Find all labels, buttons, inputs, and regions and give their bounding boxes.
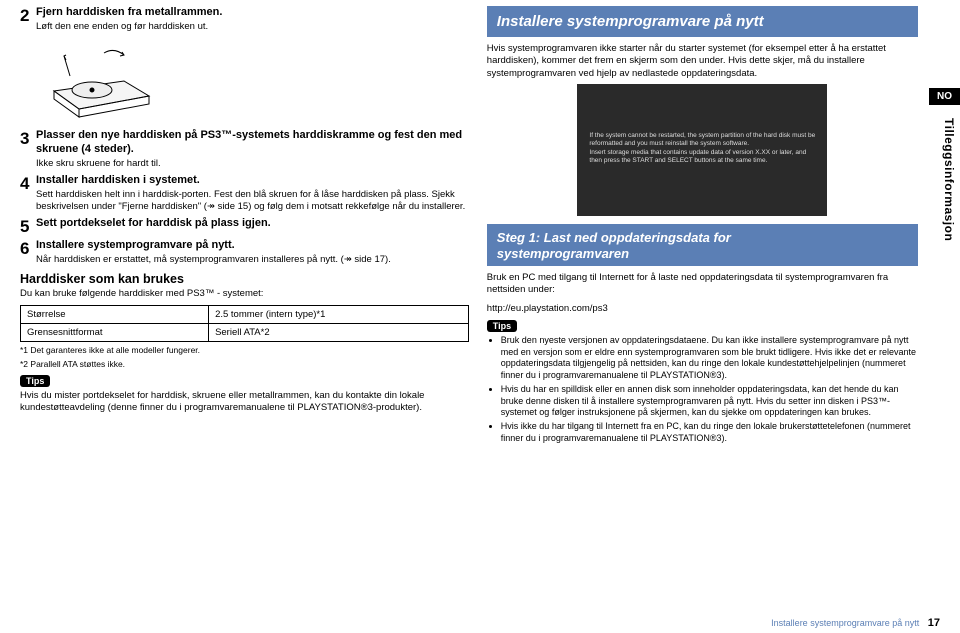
- footer-label: Installere systemprogramvare på nytt: [771, 618, 919, 628]
- tips-badge: Tips: [20, 375, 50, 387]
- footnote-1: *1 Det garanteres ikke at alle modeller …: [20, 345, 469, 356]
- hdd-intro: Du kan bruke følgende harddisker med PS3…: [20, 288, 469, 300]
- table-row: Størrelse 2.5 tommer (intern type)*1: [21, 305, 469, 323]
- tips-item: Hvis ikke du har tilgang til Internett f…: [501, 421, 918, 444]
- step-3: 3 Plasser den nye harddisken på PS3™-sys…: [20, 129, 469, 170]
- tips-item: Bruk den nyeste versjonen av oppdatering…: [501, 335, 918, 382]
- step-subtext: Ikke skru skruene for hardt til.: [36, 158, 469, 170]
- tips-badge: Tips: [487, 320, 517, 332]
- blue-heading-box: Installere systemprogramvare på nytt: [487, 6, 918, 37]
- tips-item: Hvis du har en spilldisk eller en annen …: [501, 384, 918, 419]
- hdd-heading: Harddisker som kan brukes: [20, 272, 469, 286]
- step-subtext: Løft den ene enden og før harddisken ut.: [36, 21, 469, 33]
- step-4: 4 Installer harddisken i systemet. Sett …: [20, 174, 469, 213]
- step1-paragraph: Bruk en PC med tilgang til Internett for…: [487, 272, 918, 297]
- side-section-label: Tilleggsinformasjon: [942, 118, 956, 241]
- table-row: Grensesnittformat Seriell ATA*2: [21, 323, 469, 341]
- step-subtext: Sett harddisken helt inn i harddisk-port…: [36, 189, 469, 214]
- intro-paragraph: Hvis systemprogramvaren ikke starter når…: [487, 43, 918, 80]
- step-title: Sett portdekselet for harddisk på plass …: [36, 217, 469, 231]
- blue-step-line1: Steg 1: Last ned oppdateringsdata for: [497, 230, 908, 245]
- step-6: 6 Installere systemprogramvare på nytt. …: [20, 239, 469, 266]
- hdd-illustration: [34, 41, 469, 119]
- step-5: 5 Sett portdekselet for harddisk på plas…: [20, 217, 469, 237]
- page-number: 17: [928, 617, 940, 629]
- table-cell: Grensesnittformat: [21, 323, 209, 341]
- step-title: Installer harddisken i systemet.: [36, 174, 469, 188]
- step-number: 2: [20, 6, 36, 26]
- spec-table: Størrelse 2.5 tommer (intern type)*1 Gre…: [20, 305, 469, 342]
- footnote-2: *2 Parallell ATA støttes ikke.: [20, 359, 469, 370]
- screenshot-message: If the system cannot be restarted, the s…: [589, 132, 815, 166]
- step-title: Installere systemprogramvare på nytt.: [36, 239, 469, 253]
- page-footer: Installere systemprogramvare på nytt 17: [771, 617, 940, 629]
- table-cell: 2.5 tommer (intern type)*1: [209, 305, 469, 323]
- blue-step-line2: systemprogramvaren: [497, 246, 908, 261]
- right-column: Installere systemprogramvare på nytt Hvi…: [487, 6, 940, 446]
- step-2: 2 Fjern harddisken fra metallrammen. Løf…: [20, 6, 469, 33]
- step-title: Fjern harddisken fra metallrammen.: [36, 6, 469, 20]
- table-cell: Størrelse: [21, 305, 209, 323]
- step-title: Plasser den nye harddisken på PS3™-syste…: [36, 129, 469, 157]
- step-subtext: Når harddisken er erstattet, må systempr…: [36, 254, 469, 266]
- step-number: 4: [20, 174, 36, 194]
- left-column: 2 Fjern harddisken fra metallrammen. Løf…: [20, 6, 469, 446]
- tips-list: Bruk den nyeste versjonen av oppdatering…: [487, 335, 918, 444]
- step-number: 6: [20, 239, 36, 259]
- step-number: 3: [20, 129, 36, 149]
- tips-text: Hvis du mister portdekselet for harddisk…: [20, 390, 469, 415]
- table-cell: Seriell ATA*2: [209, 323, 469, 341]
- blue-step-box: Steg 1: Last ned oppdateringsdata for sy…: [487, 224, 918, 266]
- step-number: 5: [20, 217, 36, 237]
- url-text: http://eu.playstation.com/ps3: [487, 303, 918, 315]
- language-tab: NO: [929, 88, 960, 105]
- screenshot-placeholder: If the system cannot be restarted, the s…: [577, 84, 827, 216]
- blue-box-title: Installere systemprogramvare på nytt: [497, 13, 908, 30]
